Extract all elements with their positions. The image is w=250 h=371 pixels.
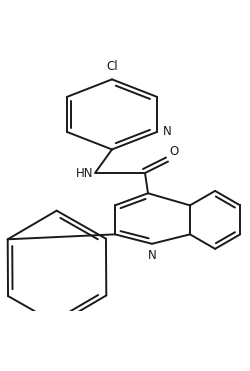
Text: N: N (163, 125, 172, 138)
Text: O: O (169, 145, 178, 158)
Text: HN: HN (76, 167, 94, 180)
Text: N: N (148, 249, 156, 262)
Text: Cl: Cl (106, 60, 118, 73)
